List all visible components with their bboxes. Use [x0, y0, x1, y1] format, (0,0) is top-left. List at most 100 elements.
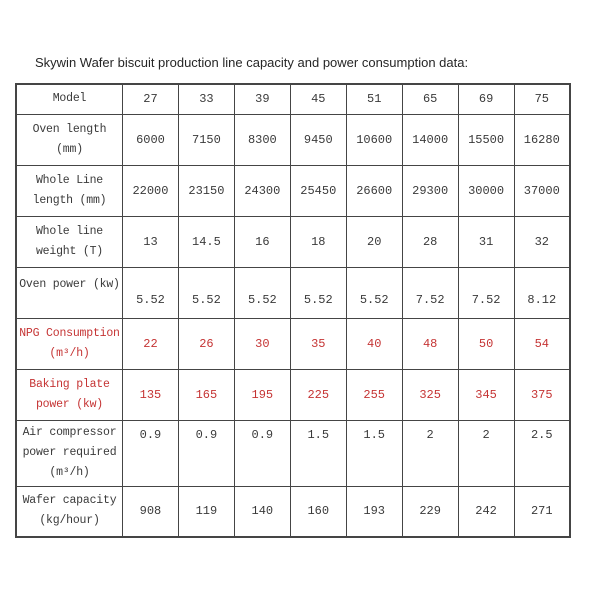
value-cell: 9450	[289, 113, 347, 166]
value-cell: 45	[289, 83, 347, 115]
value-cell: 6000	[122, 113, 179, 166]
value-cell: 2	[401, 419, 459, 487]
value-cell: 119	[177, 485, 235, 538]
row-label-line: Air compressor	[22, 426, 117, 439]
row-label-line: (m³/h)	[49, 466, 90, 479]
value-cell: 13	[122, 215, 179, 268]
row-label-line: Whole line	[35, 224, 103, 238]
row-label-line: Whole Line	[35, 173, 103, 187]
value-cell: 30000	[457, 164, 515, 217]
value-cell: 8300	[233, 113, 291, 166]
value-cell: 25450	[289, 164, 347, 217]
value-cell: 165	[177, 368, 235, 421]
table-row: Air compressor power required (m³/h) 0.9 0.9…	[15, 419, 571, 487]
row-label-oven-power: Oven power (kw)	[15, 266, 123, 319]
value-cell: 22000	[122, 164, 179, 217]
row-label-line: Model	[52, 92, 87, 106]
table-row: Oven length (mm) 6000 7150 8300 9450 10600 1400…	[15, 113, 571, 166]
row-label-line: Baking plate	[29, 377, 110, 391]
row-label-baking-plate-power: Baking plate power (kw)	[15, 368, 123, 421]
value-cell: 33	[177, 83, 235, 115]
row-label-line: Wafer capacity	[22, 494, 117, 508]
row-label-wafer-capacity: Wafer capacity (kg/hour)	[15, 485, 123, 538]
row-label-line: Oven power (kw)	[19, 277, 120, 291]
row-label-line: Oven length	[32, 122, 107, 136]
value-cell: 30	[233, 317, 291, 370]
row-label-whole-line-weight: Whole line weight (T)	[15, 215, 123, 268]
value-cell: 140	[233, 485, 291, 538]
row-label-line: power (kw)	[35, 397, 103, 411]
value-cell: 225	[289, 368, 347, 421]
value-cell: 271	[513, 485, 571, 538]
value-cell: 35	[289, 317, 347, 370]
capacity-table-body: Model 27 33 39 45 51 65 69 75 Oven length (mm) 6000…	[15, 83, 571, 538]
value-cell: 14.5	[177, 215, 235, 268]
table-row: Baking plate power (kw) 135 165 195 225 255 325…	[15, 368, 571, 421]
value-cell: 37000	[513, 164, 571, 217]
value-cell: 54	[513, 317, 571, 370]
row-label-line: (m³/h)	[49, 346, 90, 360]
value-cell: 28	[401, 215, 459, 268]
value-cell: 135	[122, 368, 179, 421]
page-title: Skywin Wafer biscuit production line cap…	[35, 55, 469, 70]
value-cell: 29300	[401, 164, 459, 217]
value-cell: 18	[289, 215, 347, 268]
value-cell: 2	[457, 419, 515, 487]
value-cell: 10600	[345, 113, 403, 166]
row-label-line: NPG Consumption	[19, 326, 120, 340]
row-label-line: (mm)	[56, 142, 83, 156]
table-row: Model 27 33 39 45 51 65 69 75	[15, 83, 571, 115]
value-cell: 5.52	[345, 266, 403, 319]
value-cell: 16	[233, 215, 291, 268]
value-cell: 7150	[177, 113, 235, 166]
value-cell: 5.52	[289, 266, 347, 319]
value-cell: 242	[457, 485, 515, 538]
value-cell: 345	[457, 368, 515, 421]
value-cell: 50	[457, 317, 515, 370]
value-cell: 255	[345, 368, 403, 421]
value-cell: 22	[122, 317, 179, 370]
value-cell: 39	[233, 83, 291, 115]
value-cell: 26600	[345, 164, 403, 217]
value-cell: 31	[457, 215, 515, 268]
value-cell: 908	[122, 485, 179, 538]
value-cell: 8.12	[513, 266, 571, 319]
value-cell: 40	[345, 317, 403, 370]
value-cell: 229	[401, 485, 459, 538]
row-label-line: power required	[22, 446, 117, 459]
value-cell: 325	[401, 368, 459, 421]
value-cell: 7.52	[457, 266, 515, 319]
value-cell: 0.9	[233, 419, 291, 487]
row-label-model: Model	[15, 83, 123, 115]
row-label-air-compressor-power: Air compressor power required (m³/h)	[15, 419, 123, 487]
value-cell: 2.5	[513, 419, 571, 487]
value-cell: 23150	[177, 164, 235, 217]
value-cell: 193	[345, 485, 403, 538]
value-cell: 0.9	[122, 419, 179, 487]
value-cell: 75	[513, 83, 571, 115]
row-label-npg-consumption: NPG Consumption (m³/h)	[15, 317, 123, 370]
row-label-line: length (mm)	[32, 193, 107, 207]
value-cell: 5.52	[122, 266, 179, 319]
value-cell: 51	[345, 83, 403, 115]
table-row: Oven power (kw) 5.52 5.52 5.52 5.52 5.52 7.52 7…	[15, 266, 571, 319]
value-cell: 20	[345, 215, 403, 268]
table-row: Whole Line length (mm) 22000 23150 24300 2545…	[15, 164, 571, 217]
value-cell: 69	[457, 83, 515, 115]
capacity-table: Model 27 33 39 45 51 65 69 75 Oven length (mm) 6000…	[15, 83, 571, 538]
table-row: Whole line weight (T) 13 14.5 16 18 20 28 31 32	[15, 215, 571, 268]
value-cell: 160	[289, 485, 347, 538]
value-cell: 1.5	[345, 419, 403, 487]
value-cell: 48	[401, 317, 459, 370]
table-row: NPG Consumption (m³/h) 22 26 30 35 40 48 50 54	[15, 317, 571, 370]
value-cell: 1.5	[289, 419, 347, 487]
value-cell: 5.52	[177, 266, 235, 319]
value-cell: 32	[513, 215, 571, 268]
value-cell: 195	[233, 368, 291, 421]
value-cell: 16280	[513, 113, 571, 166]
value-cell: 65	[401, 83, 459, 115]
value-cell: 5.52	[233, 266, 291, 319]
table-row: Wafer capacity (kg/hour) 908 119 140 160 193 22…	[15, 485, 571, 538]
value-cell: 375	[513, 368, 571, 421]
